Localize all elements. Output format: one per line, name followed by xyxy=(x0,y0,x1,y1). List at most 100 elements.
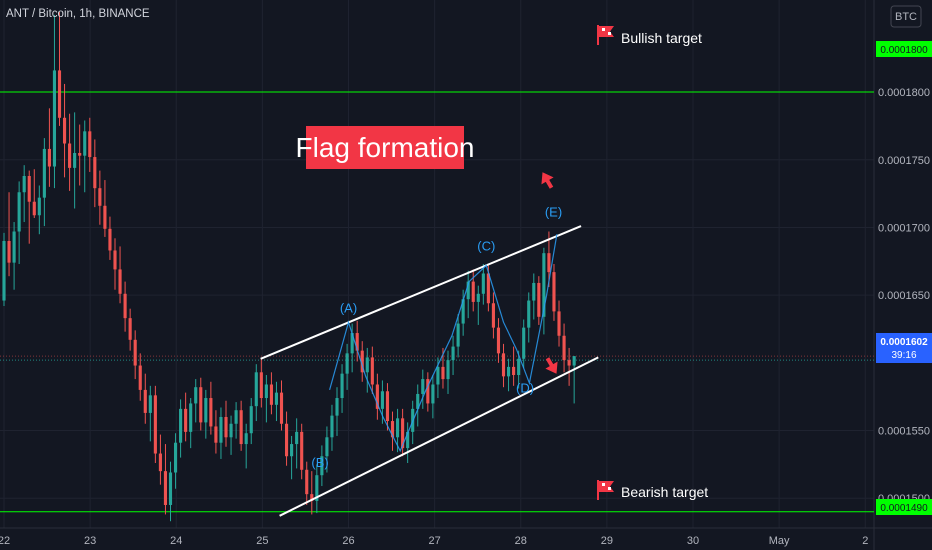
time-tick-label: 22 xyxy=(0,535,10,547)
time-tick-label: 2 xyxy=(862,535,868,547)
candle-body xyxy=(315,475,319,501)
candle-body xyxy=(22,176,26,193)
candle-body xyxy=(486,273,490,304)
candle-body xyxy=(83,131,87,156)
candle-body xyxy=(98,188,102,206)
candle-body xyxy=(204,398,208,423)
price-tick-label: 0.0001550 xyxy=(878,426,930,438)
candle-body xyxy=(552,272,556,312)
candle-body xyxy=(305,469,309,495)
candle-body xyxy=(239,410,243,445)
candle-body xyxy=(173,442,178,473)
candle-body xyxy=(476,293,480,302)
candles xyxy=(2,12,576,522)
bearish-price-tag-box xyxy=(876,499,932,515)
candle-body xyxy=(189,403,193,432)
candle-body xyxy=(300,431,304,470)
candle-body xyxy=(93,157,97,189)
candle-body xyxy=(143,389,147,413)
candle-body xyxy=(330,415,334,438)
candle-body xyxy=(295,431,299,445)
arrow-down-icon xyxy=(545,357,558,374)
flag-icon xyxy=(597,25,614,45)
candle-body xyxy=(335,398,339,416)
candle-body xyxy=(62,117,67,144)
flag-formation-label: Flag formation xyxy=(296,126,475,169)
current-price-tag: 0.0001602 39:16 xyxy=(876,333,932,363)
candle-body xyxy=(274,392,279,405)
candle-body xyxy=(234,410,238,424)
time-tick-label: 25 xyxy=(256,535,268,547)
time-tick-label: 24 xyxy=(170,535,182,547)
currency-badge[interactable]: BTC xyxy=(890,5,922,28)
time-tick-label: 27 xyxy=(429,535,441,547)
candle-body xyxy=(370,357,374,385)
candle-body xyxy=(567,360,571,366)
candle-body xyxy=(42,148,46,198)
candle-body xyxy=(532,282,536,301)
wave-label: (D) xyxy=(516,381,534,396)
candle-body xyxy=(108,228,112,251)
bearish-target-annotation: Bearish target xyxy=(597,480,708,500)
candle-body xyxy=(17,192,21,232)
candle-body xyxy=(527,300,531,328)
candle-body xyxy=(512,366,516,376)
candle-body xyxy=(219,416,223,443)
time-axis[interactable]: 22 23 24 25 26 27 28 29 30 May 2 xyxy=(0,535,868,547)
candle-body xyxy=(148,395,152,413)
candle-body xyxy=(506,366,511,377)
channel-lower-line xyxy=(279,356,599,517)
flag-icon xyxy=(597,480,614,500)
candle-body xyxy=(163,471,168,505)
time-tick-label: 26 xyxy=(342,535,354,547)
candle-body xyxy=(88,131,92,158)
candle-body xyxy=(214,426,218,443)
time-tick-label: 30 xyxy=(687,535,699,547)
time-tick-label: 29 xyxy=(601,535,613,547)
candle-body xyxy=(406,431,410,449)
candle-body xyxy=(153,395,157,454)
candle-body xyxy=(390,421,395,438)
candle-body xyxy=(284,423,289,457)
candle-body xyxy=(451,346,455,361)
bullish-price-tag: 0.0001800 xyxy=(876,41,932,57)
candle-body xyxy=(12,231,16,263)
candle-body xyxy=(426,379,430,404)
candle-body xyxy=(168,472,173,505)
candle-body xyxy=(249,406,253,434)
candle-body xyxy=(466,281,470,300)
candle-body xyxy=(436,366,440,385)
candle-body xyxy=(501,353,506,377)
candle-body xyxy=(380,391,384,409)
candle-body xyxy=(360,350,364,373)
time-tick-label: 23 xyxy=(84,535,96,547)
candle-body xyxy=(269,384,273,405)
time-tick-label: 28 xyxy=(515,535,527,547)
current-price-tag-box xyxy=(876,333,932,363)
candle-body xyxy=(572,356,576,366)
drawings: (A) (B) (C) (D) (E) xyxy=(260,205,599,517)
candle-body xyxy=(456,323,460,347)
candle-body xyxy=(441,366,445,380)
candle-body xyxy=(542,253,546,317)
flag-formation-text: Flag formation xyxy=(296,132,475,163)
candle-body xyxy=(395,418,400,438)
candle-body xyxy=(431,384,435,404)
bullish-price-tag-box xyxy=(876,41,932,57)
candle-body xyxy=(471,281,475,302)
candle-body xyxy=(128,318,132,340)
current-price-tag-label: 0.0001602 xyxy=(880,337,928,348)
arrow-up-icon xyxy=(541,172,554,189)
candle-body xyxy=(7,240,11,263)
wave-path xyxy=(329,234,558,453)
bullish-target-text: Bullish target xyxy=(621,30,702,46)
wave-label: (C) xyxy=(477,238,495,253)
candle-body xyxy=(325,437,329,457)
time-tick-label: May xyxy=(769,535,790,547)
candle-body xyxy=(224,416,228,438)
candle-body xyxy=(345,353,349,374)
